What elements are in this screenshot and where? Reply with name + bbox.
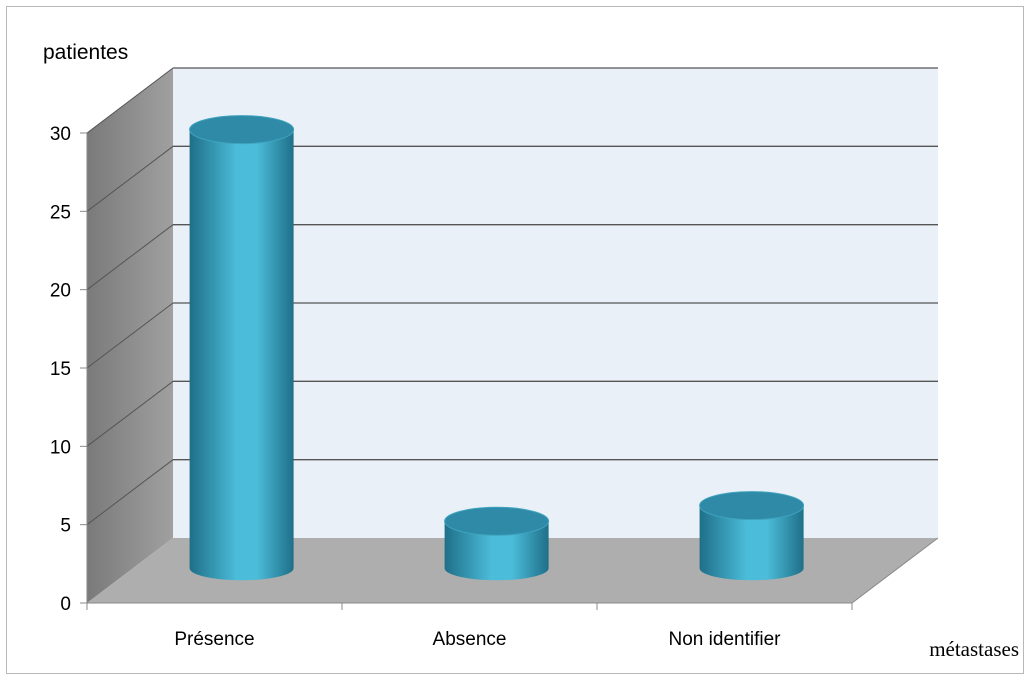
x-category-label: Absence xyxy=(433,629,507,650)
y-axis-label: patientes xyxy=(43,41,128,64)
floor-edge xyxy=(851,537,939,604)
y-tick-label: 0 xyxy=(60,594,71,615)
bars xyxy=(189,115,805,581)
axes xyxy=(80,132,939,610)
gridline-side xyxy=(86,302,174,369)
y-tick-label: 25 xyxy=(50,202,71,223)
bar-body xyxy=(699,505,804,581)
labels: 0 5 10 15 20 25 30 Présence Absence Non identifie… xyxy=(43,41,1019,661)
gridlines xyxy=(86,67,938,526)
gridline-side xyxy=(86,459,174,526)
gridline-side xyxy=(86,224,174,291)
y-tick-label: 20 xyxy=(50,281,71,302)
y-tick-label: 30 xyxy=(50,124,71,145)
x-axis-label: métastases xyxy=(929,637,1019,661)
y-tick-label: 15 xyxy=(50,359,71,380)
bar-absence xyxy=(444,506,550,581)
bar-non-identifier xyxy=(699,491,805,581)
chart-canvas: 0 5 10 15 20 25 30 Présence Absence Non identifie… xyxy=(43,41,1019,661)
gridline-side xyxy=(86,380,174,447)
bar-présence xyxy=(189,115,295,581)
bar-top xyxy=(444,506,550,536)
chart-frame: 0 5 10 15 20 25 30 Présence Absence Non identifie… xyxy=(6,6,1024,674)
bar-top xyxy=(699,491,805,521)
bar-top xyxy=(189,115,295,145)
bar-body xyxy=(444,521,549,581)
bar-body xyxy=(189,129,294,581)
x-category-label: Présence xyxy=(174,629,254,650)
gridline-side xyxy=(86,145,174,212)
y-tick-label: 5 xyxy=(60,516,71,537)
gridline-side xyxy=(86,67,174,134)
x-category-label: Non identifier xyxy=(669,629,782,650)
y-tick-label: 10 xyxy=(50,437,71,458)
